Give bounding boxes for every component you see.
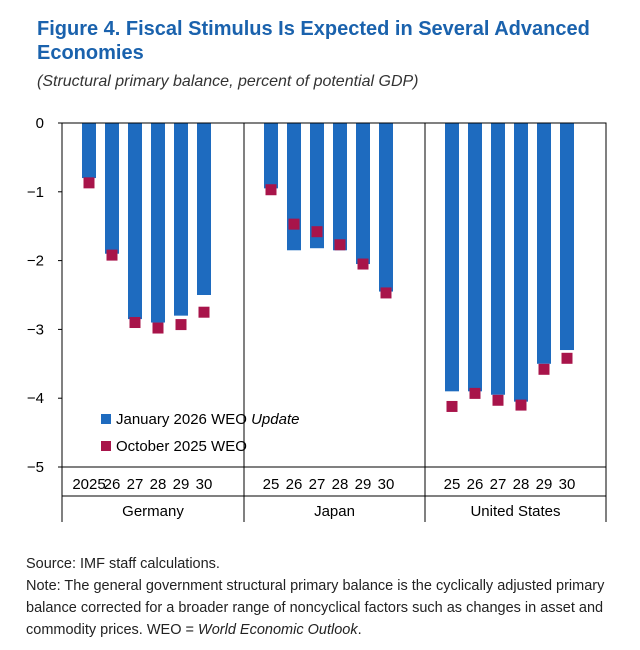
legend-label-january-2026: January 2026 WEO Update (116, 411, 299, 428)
chart-title-line2: Economies (37, 42, 144, 64)
chart-subtitle: (Structural primary balance, percent of … (37, 73, 419, 90)
note-text: Note: The general government structural … (26, 578, 605, 638)
x-tick-label: 25 (444, 476, 461, 493)
x-tick-label: 27 (127, 476, 144, 493)
bar-january-2026 (310, 123, 324, 249)
bar-january-2026 (491, 123, 505, 395)
y-tick-label: −5 (27, 459, 44, 476)
legend-swatch-october-2025 (101, 441, 111, 451)
footnotes: Source: IMF staff calculations. Note: Th… (26, 553, 626, 641)
x-tick-label: 28 (150, 476, 167, 493)
x-tick-label: 29 (355, 476, 372, 493)
y-tick-label: −1 (27, 184, 44, 201)
x-tick-label: 30 (196, 476, 213, 493)
bar-january-2026 (264, 123, 278, 189)
marker-october-2025 (334, 239, 346, 251)
y-tick-label: −3 (27, 321, 44, 338)
marker-october-2025 (288, 218, 300, 230)
marker-october-2025 (380, 287, 392, 299)
bar-january-2026 (128, 123, 142, 320)
bar-january-2026 (287, 123, 301, 251)
legend-swatch-january-2026 (101, 414, 111, 424)
y-tick-label: −4 (27, 390, 44, 407)
explanatory-note: Note: The general government structural … (26, 575, 626, 641)
x-tick-label: 27 (490, 476, 507, 493)
marker-october-2025 (492, 394, 504, 406)
x-tick-label: 27 (309, 476, 326, 493)
bar-january-2026 (468, 123, 482, 392)
marker-october-2025 (198, 306, 210, 318)
marker-october-2025 (357, 258, 369, 270)
y-tick-label: −2 (27, 253, 44, 270)
marker-october-2025 (152, 322, 164, 334)
marker-october-2025 (561, 352, 573, 364)
bar-january-2026 (379, 123, 393, 292)
bar-january-2026 (560, 123, 574, 351)
x-tick-label: 26 (286, 476, 303, 493)
x-tick-label: 2025 (72, 476, 105, 493)
bar-january-2026 (105, 123, 119, 254)
x-tick-label: 26 (104, 476, 121, 493)
y-tick-label: 0 (36, 115, 44, 132)
x-tick-label: 30 (378, 476, 395, 493)
bar-january-2026 (174, 123, 188, 316)
marker-october-2025 (469, 387, 481, 399)
bar-january-2026 (356, 123, 370, 265)
marker-october-2025 (311, 226, 323, 238)
group-label: Japan (314, 503, 355, 520)
x-tick-label: 29 (536, 476, 553, 493)
bar-january-2026 (82, 123, 96, 179)
bar-january-2026 (445, 123, 459, 392)
legend-label-october-2025: October 2025 WEO (116, 438, 247, 455)
chart-title-line1: Figure 4. Fiscal Stimulus Is Expected in… (37, 18, 590, 40)
group-label: Germany (122, 503, 184, 520)
plot-frame (61, 122, 607, 468)
marker-october-2025 (265, 184, 277, 196)
bar-january-2026 (197, 123, 211, 295)
marker-october-2025 (175, 319, 187, 331)
group-label: United States (470, 503, 560, 520)
bar-january-2026 (151, 123, 165, 323)
x-tick-label: 28 (332, 476, 349, 493)
source-note: Source: IMF staff calculations. (26, 556, 220, 572)
marker-october-2025 (538, 363, 550, 375)
marker-october-2025 (83, 177, 95, 189)
note-suffix: . (357, 622, 362, 638)
bar-january-2026 (333, 123, 347, 251)
marker-october-2025 (446, 400, 458, 412)
chart-title: Figure 4. Fiscal Stimulus Is Expected in… (37, 17, 627, 65)
x-tick-label: 25 (263, 476, 280, 493)
marker-october-2025 (106, 249, 118, 261)
x-tick-label: 29 (173, 476, 190, 493)
x-tick-label: 28 (513, 476, 530, 493)
bar-january-2026 (514, 123, 528, 402)
x-tick-label: 26 (467, 476, 484, 493)
note-italic-text: World Economic Outlook (198, 622, 358, 638)
marker-october-2025 (129, 317, 141, 329)
marker-october-2025 (515, 399, 527, 411)
x-tick-label: 30 (559, 476, 576, 493)
bar-january-2026 (537, 123, 551, 364)
